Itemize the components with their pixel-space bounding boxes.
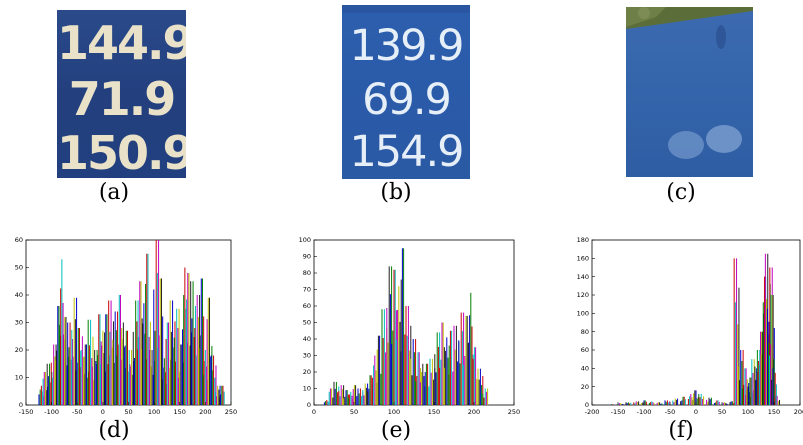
xtick-label-d-6: 150 xyxy=(174,408,186,416)
price-a-2: 71.9 xyxy=(68,72,177,126)
ytick-label-f-4: 80 xyxy=(581,328,589,336)
ytick-label-f-7: 140 xyxy=(577,273,589,281)
ytick-label-f-0: 0 xyxy=(585,401,589,409)
price-b-3: 154.9 xyxy=(349,127,464,177)
ytick-label-e-9: 90 xyxy=(303,253,311,261)
price-sign-a-image: 144.9 71.9 150.9 xyxy=(57,10,186,178)
ytick-label-f-9: 180 xyxy=(577,236,589,244)
ytick-label-e-8: 80 xyxy=(303,269,311,277)
price-a-3: 150.9 xyxy=(57,126,186,178)
xtick-label-e-2: 100 xyxy=(388,408,400,416)
xtick-label-d-7: 200 xyxy=(199,408,211,416)
blank-sign-c-image xyxy=(626,7,753,177)
caption-b: (b) xyxy=(380,180,412,205)
sign-b-top-edge xyxy=(342,5,470,13)
caption-f: (f) xyxy=(668,418,694,443)
xtick-label-e-3: 150 xyxy=(428,408,440,416)
xtick-label-f-2: -100 xyxy=(637,408,652,416)
ytick-label-d-2: 20 xyxy=(15,346,23,354)
ytick-label-f-2: 40 xyxy=(581,365,589,373)
caption-e: (e) xyxy=(380,418,412,443)
xtick-label-d-2: -50 xyxy=(72,408,83,416)
ytick-label-e-1: 10 xyxy=(303,385,311,393)
ytick-label-e-10: 100 xyxy=(299,236,311,244)
ytick-label-e-7: 70 xyxy=(303,286,311,294)
xtick-label-e-0: 0 xyxy=(312,408,316,416)
price-b-1: 139.9 xyxy=(349,21,464,71)
ytick-label-f-5: 100 xyxy=(577,310,589,318)
histogram-e: 0 50 100 150 200 250 0 10 20 30 40 50 60 70 80 90 100 xyxy=(299,236,521,416)
xtick-label-f-8: 200 xyxy=(794,408,803,416)
ytick-label-d-3: 30 xyxy=(15,319,23,327)
ytick-label-d-4: 40 xyxy=(15,291,23,299)
xtick-label-d-1: -100 xyxy=(44,408,59,416)
ytick-label-d-1: 10 xyxy=(15,374,23,382)
caption-c: (c) xyxy=(666,180,696,205)
caption-a: (a) xyxy=(98,180,130,205)
blank-sign-c-drawing xyxy=(626,7,753,159)
ytick-label-f-3: 60 xyxy=(581,346,589,354)
ytick-label-e-5: 50 xyxy=(303,319,311,327)
xtick-label-f-7: 150 xyxy=(768,408,780,416)
price-b-2: 69.9 xyxy=(362,75,452,125)
xtick-label-f-6: 100 xyxy=(742,408,754,416)
price-sign-b-image: 139.9 69.9 154.9 xyxy=(342,5,470,179)
ytick-label-e-6: 60 xyxy=(303,302,311,310)
ytick-label-f-6: 120 xyxy=(577,291,589,299)
xtick-label-f-0: -200 xyxy=(585,408,600,416)
caption-d: (d) xyxy=(98,418,130,443)
price-a-1: 144.9 xyxy=(57,16,186,70)
xtick-label-e-5: 250 xyxy=(508,408,520,416)
xtick-label-d-5: 100 xyxy=(148,408,160,416)
ytick-label-d-0: 0 xyxy=(19,401,23,409)
xtick-label-d-0: -150 xyxy=(19,408,34,416)
xtick-label-f-5: 50 xyxy=(718,408,726,416)
ytick-label-d-5: 50 xyxy=(15,264,23,272)
xtick-label-f-4: 0 xyxy=(694,408,698,416)
xtick-label-f-1: -150 xyxy=(611,408,626,416)
ytick-label-e-4: 40 xyxy=(303,335,311,343)
xtick-label-f-3: -50 xyxy=(665,408,676,416)
histogram-d: -150 -100 -50 0 50 100 150 200 250 0 10 20 30 40 50 60 xyxy=(15,236,237,416)
xtick-label-d-3: 0 xyxy=(101,408,105,416)
xtick-label-e-4: 200 xyxy=(468,408,480,416)
xtick-label-d-8: 250 xyxy=(225,408,237,416)
xtick-label-e-1: 50 xyxy=(350,408,358,416)
histogram-f: -200 -150 -100 -50 0 50 100 150 200 0 20 40 60 80 100 1… xyxy=(577,236,803,416)
ytick-label-e-0: 0 xyxy=(307,401,311,409)
xtick-label-d-4: 50 xyxy=(124,408,132,416)
ytick-label-e-2: 20 xyxy=(303,368,311,376)
ytick-label-f-8: 160 xyxy=(577,255,589,263)
ytick-label-d-6: 60 xyxy=(15,236,23,244)
ytick-label-f-1: 20 xyxy=(581,383,589,391)
ytick-label-e-3: 30 xyxy=(303,352,311,360)
